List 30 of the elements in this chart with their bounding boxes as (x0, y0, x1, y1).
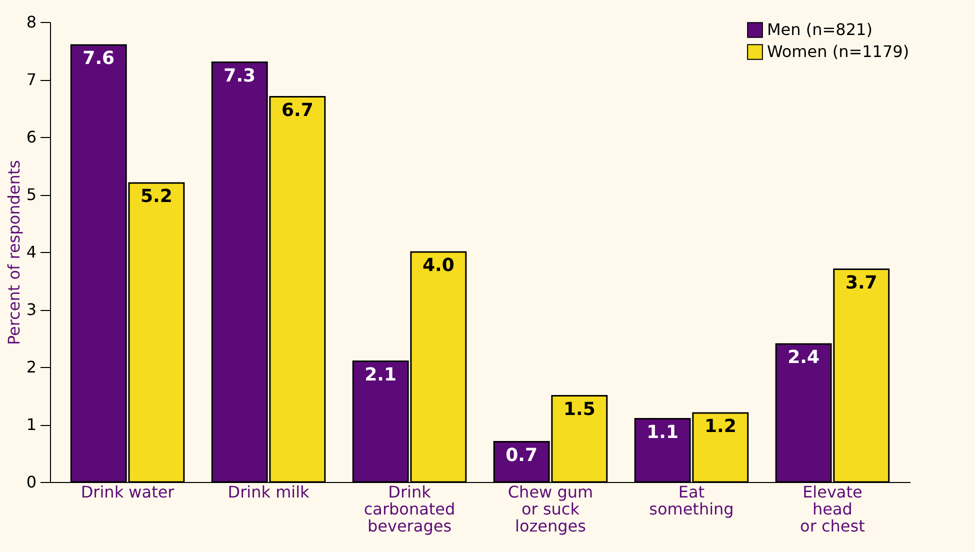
x-tick-label: Eat something (649, 482, 734, 518)
data-label: 7.3 (224, 65, 256, 86)
y-tick-label: 6 (26, 128, 36, 146)
data-label: 4.0 (422, 255, 454, 276)
x-tick-label: Drink milk (228, 482, 310, 502)
legend-label: Men (n=821) (767, 20, 872, 39)
y-tick-label: 3 (26, 300, 36, 319)
legend-label: Women (n=1179) (767, 42, 910, 61)
y-tick-label: 0 (26, 472, 36, 492)
data-label: 5.2 (140, 186, 172, 207)
data-label: 7.6 (82, 48, 115, 69)
data-label: 1.1 (646, 422, 678, 443)
x-tick-label: Chew gum or suck lozenges (508, 482, 594, 536)
data-label: 1.5 (563, 398, 596, 420)
data-label: 1.2 (704, 416, 736, 437)
x-tick-label: Elevate head or chest (800, 482, 865, 536)
x-tick-label: Drink water (80, 482, 175, 502)
data-label: 6.7 (282, 100, 314, 121)
data-label: 0.7 (506, 444, 538, 466)
data-label: 2.4 (788, 347, 820, 368)
y-axis-title: Percent of respondents (4, 160, 24, 346)
y-tick-label: 4 (26, 242, 36, 262)
data-label: 3.7 (845, 272, 878, 294)
y-tick-label: 2 (26, 358, 36, 376)
y-tick-label: 7 (26, 70, 36, 89)
y-tick-label: 8 (26, 12, 36, 32)
x-tick-label: Drink carbonated beverages (364, 482, 456, 536)
y-tick-label: 5 (26, 185, 36, 204)
y-tick-label: 1 (26, 415, 36, 434)
data-label: 2.1 (364, 364, 397, 386)
